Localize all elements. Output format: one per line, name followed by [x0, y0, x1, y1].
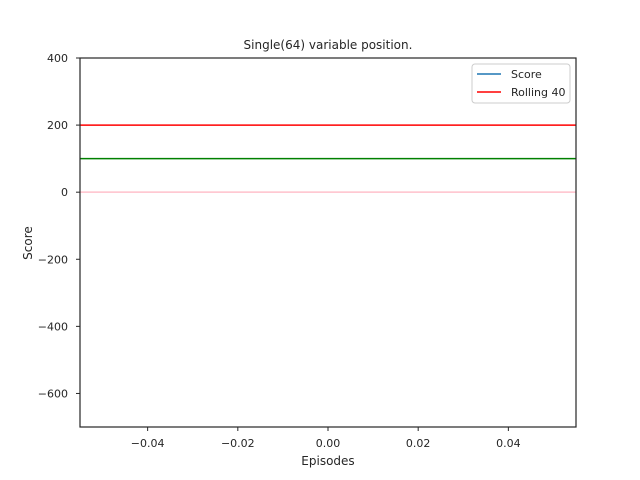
- plot-frame: [79, 57, 577, 428]
- y-tick-label: 400: [47, 52, 68, 65]
- chart-title: Single(64) variable position.: [244, 38, 413, 52]
- x-axis-label: Episodes: [301, 454, 354, 468]
- y-tick-label: 0: [61, 186, 68, 199]
- x-tick-label: −0.02: [221, 437, 255, 450]
- x-tick-label: 0.04: [496, 437, 521, 450]
- plot-area: [80, 124, 576, 193]
- x-tick-label: 0.00: [316, 437, 341, 450]
- y-axis: 400 200 0 −200 −400 −600: [38, 52, 80, 400]
- legend-label-rolling: Rolling 40: [511, 86, 566, 99]
- y-axis-label: Score: [21, 226, 35, 260]
- y-tick-label: −600: [38, 387, 68, 400]
- x-axis: −0.04 −0.02 0.00 0.02 0.04: [131, 427, 521, 450]
- x-tick-label: −0.04: [131, 437, 165, 450]
- y-tick-label: 200: [47, 119, 68, 132]
- legend-label-score: Score: [511, 68, 542, 81]
- y-tick-label: −200: [38, 253, 68, 266]
- y-tick-label: −400: [38, 320, 68, 333]
- legend: Score Rolling 40: [471, 63, 571, 104]
- x-tick-label: 0.02: [406, 437, 431, 450]
